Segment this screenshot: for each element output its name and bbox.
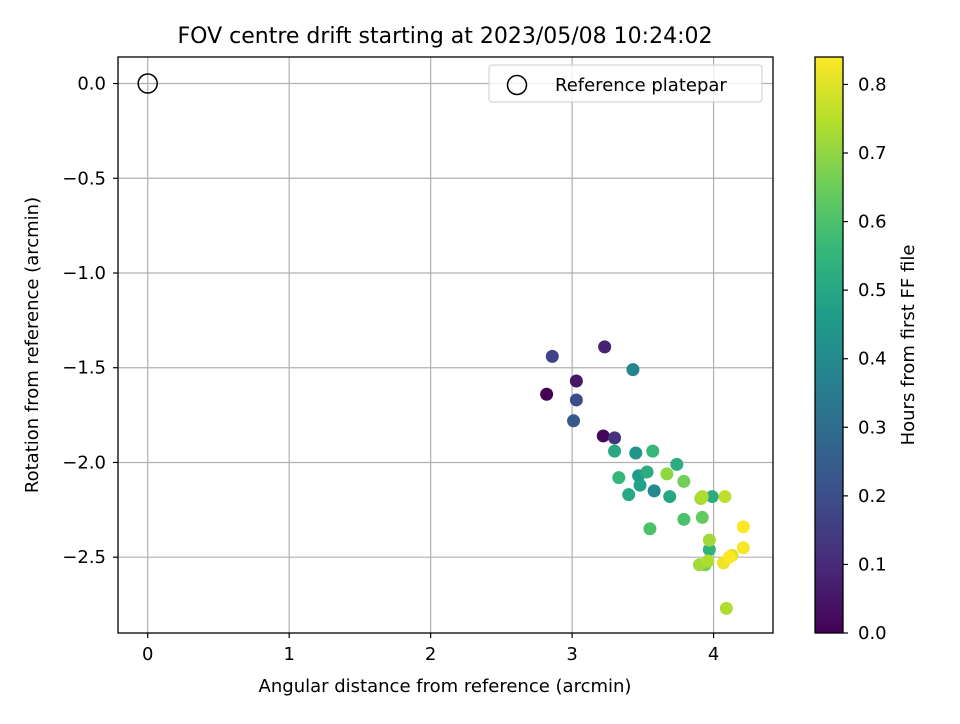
axes-frame bbox=[117, 56, 774, 634]
x-axis-label: Angular distance from reference (arcmin) bbox=[259, 676, 632, 697]
data-point bbox=[626, 363, 640, 377]
data-point bbox=[670, 457, 684, 471]
data-point bbox=[695, 510, 709, 524]
data-point bbox=[569, 374, 583, 388]
y-tick-label: −1.0 bbox=[62, 263, 106, 284]
data-point bbox=[736, 520, 750, 534]
data-point bbox=[612, 471, 626, 485]
data-point bbox=[677, 474, 691, 488]
plot-area: 0 1 2 3 4 0.0 −0.5 −1.0 −1.5 −2.0 −2.5 Reference … bbox=[62, 56, 774, 665]
data-point bbox=[608, 431, 622, 445]
data-point bbox=[545, 349, 559, 363]
legend-box bbox=[488, 64, 763, 103]
data-point bbox=[596, 429, 610, 443]
y-tick-label: −2.0 bbox=[62, 452, 106, 473]
grid-lines bbox=[118, 57, 773, 633]
data-point bbox=[705, 490, 719, 504]
data-point bbox=[598, 340, 612, 354]
data-point bbox=[608, 444, 622, 458]
colorbar-tick-label: 0.2 bbox=[858, 486, 887, 507]
x-tick-label: 4 bbox=[708, 644, 719, 665]
y-tick-label: −1.5 bbox=[62, 358, 106, 379]
data-point bbox=[663, 490, 677, 504]
legend-reference-marker bbox=[506, 74, 528, 96]
y-axis-label: Rotation from reference (arcmin) bbox=[22, 197, 43, 493]
legend-label: Reference platepar bbox=[555, 75, 727, 96]
data-point bbox=[540, 387, 554, 401]
colorbar-tick-label: 0.8 bbox=[858, 74, 887, 95]
data-point bbox=[647, 484, 661, 498]
reference-platepar-marker bbox=[137, 73, 158, 94]
data-point bbox=[569, 393, 583, 407]
colorbar-label: Hours from first FF file bbox=[898, 245, 919, 446]
y-axis-ticks: 0.0 −0.5 −1.0 −1.5 −2.0 −2.5 bbox=[62, 74, 118, 568]
colorbar-tick-label: 0.7 bbox=[858, 143, 887, 164]
colorbar-tick-label: 0.4 bbox=[858, 349, 887, 370]
y-tick-label: −2.5 bbox=[62, 547, 106, 568]
data-point bbox=[719, 601, 733, 615]
data-point bbox=[701, 554, 715, 568]
data-point bbox=[629, 446, 643, 460]
chart-title: FOV centre drift starting at 2023/05/08 … bbox=[178, 24, 713, 49]
x-tick-label: 1 bbox=[283, 644, 294, 665]
data-point bbox=[567, 414, 581, 428]
data-point bbox=[633, 478, 647, 492]
colorbar-tick-label: 0.0 bbox=[858, 623, 887, 644]
data-point bbox=[646, 444, 660, 458]
data-point bbox=[702, 543, 716, 557]
colorbar-ticks: 0.0 0.1 0.2 0.3 0.4 0.5 0.6 0.7 0.8 bbox=[843, 74, 887, 644]
colorbar-gradient bbox=[815, 57, 843, 633]
x-axis-ticks: 0 1 2 3 4 bbox=[142, 633, 719, 665]
y-tick-label: 0.0 bbox=[77, 74, 106, 95]
colorbar-tick-label: 0.6 bbox=[858, 212, 887, 233]
x-tick-label: 2 bbox=[425, 644, 436, 665]
data-point bbox=[643, 522, 657, 536]
colorbar-tick-label: 0.1 bbox=[858, 554, 887, 575]
colorbar-tick-label: 0.5 bbox=[858, 280, 887, 301]
legend: Reference platepar bbox=[488, 64, 763, 103]
data-point bbox=[736, 541, 750, 555]
x-tick-label: 3 bbox=[566, 644, 577, 665]
data-point bbox=[640, 465, 654, 479]
data-point bbox=[718, 490, 732, 504]
colorbar-tick-label: 0.3 bbox=[858, 417, 887, 438]
data-points bbox=[540, 340, 750, 615]
colorbar: 0.0 0.1 0.2 0.3 0.4 0.5 0.6 0.7 0.8 Hours from f… bbox=[814, 56, 919, 644]
data-point bbox=[660, 467, 674, 481]
data-point bbox=[677, 512, 691, 526]
data-point bbox=[695, 490, 709, 504]
data-point bbox=[622, 488, 636, 502]
data-point bbox=[722, 550, 736, 564]
colorbar-frame bbox=[814, 56, 844, 634]
x-tick-label: 0 bbox=[142, 644, 153, 665]
y-tick-label: −0.5 bbox=[62, 168, 106, 189]
data-point bbox=[702, 533, 716, 547]
